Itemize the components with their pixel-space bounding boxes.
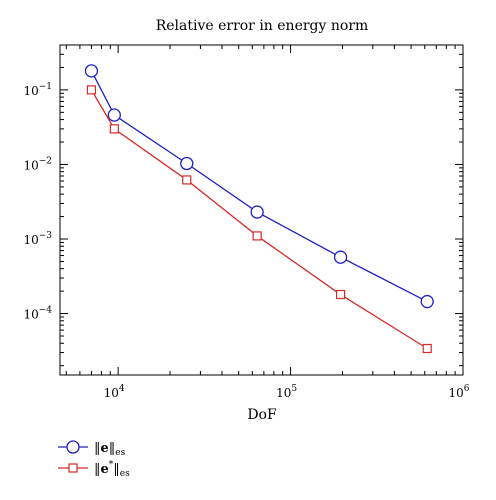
chart-title: Relative error in energy norm (156, 18, 369, 34)
y-tick-label: 10−2 (23, 156, 52, 172)
series-line (90, 70, 428, 303)
data-point-square (252, 231, 262, 241)
data-point-square (422, 343, 432, 354)
y-tick-label: 10−1 (23, 82, 52, 98)
x-axis-label: DoF (247, 407, 277, 423)
series-layer (84, 64, 434, 354)
data-point-square (109, 124, 119, 134)
y-tick-label: 10−3 (23, 231, 52, 247)
data-point-circle (180, 156, 194, 171)
legend-label: ‖e*‖es (94, 460, 130, 479)
x-tick-labels: 104 105 106 (104, 384, 470, 400)
data-point-circle (333, 250, 348, 264)
series-1 (84, 64, 434, 309)
data-point-circle (84, 64, 99, 78)
legend-label: ‖e‖es (94, 441, 126, 458)
plot-area (59, 44, 464, 376)
series-2 (86, 85, 432, 354)
y-tick-labels: 10−4 10−3 10−2 10−1 (23, 82, 52, 322)
series-line (90, 89, 428, 350)
data-point-square (182, 175, 192, 185)
legend-item: ‖e*‖es (58, 460, 130, 479)
data-point-square (86, 85, 97, 95)
legend-marker-circle (66, 440, 80, 454)
plot-border (59, 44, 464, 376)
legend-marker-square (68, 463, 78, 473)
data-point-circle (107, 108, 121, 122)
y-tick-label: 10−4 (23, 306, 52, 322)
data-point-circle (250, 205, 264, 219)
x-tick-label: 105 (276, 384, 297, 400)
minor-ticks (60, 44, 464, 375)
x-tick-label: 104 (104, 384, 125, 400)
legend: ‖e‖es ‖e*‖es (58, 440, 130, 479)
legend-item: ‖e‖es (58, 440, 126, 458)
data-point-circle (420, 294, 434, 309)
data-point-square (335, 289, 346, 300)
x-tick-label: 106 (448, 384, 469, 400)
